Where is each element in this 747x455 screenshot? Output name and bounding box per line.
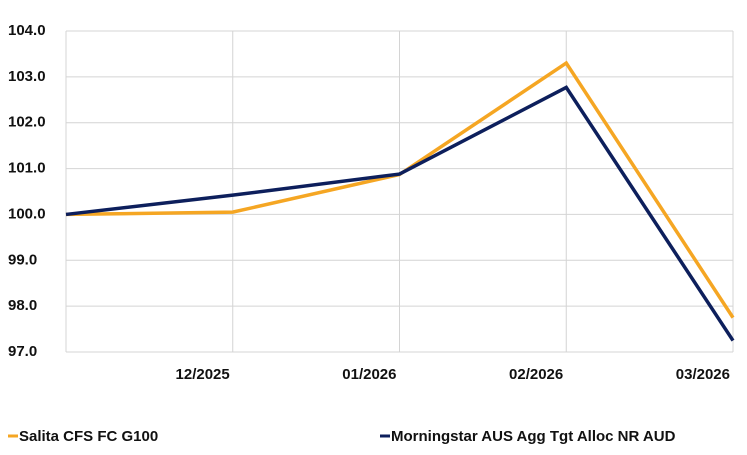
legend-label: Morningstar AUS Agg Tgt Alloc NR AUD xyxy=(391,428,676,445)
x-tick-label: 03/2026 xyxy=(676,366,730,383)
x-tick-label: 02/2026 xyxy=(509,366,563,383)
x-tick-label: 12/2025 xyxy=(176,366,230,383)
y-tick-label: 100.0 xyxy=(8,205,46,222)
y-tick-label: 99.0 xyxy=(8,251,37,268)
y-tick-label: 97.0 xyxy=(8,343,37,360)
y-tick-label: 104.0 xyxy=(8,22,46,39)
legend-label: Salita CFS FC G100 xyxy=(19,428,158,445)
y-tick-label: 98.0 xyxy=(8,297,37,314)
series-line xyxy=(65,85,735,342)
y-tick-label: 101.0 xyxy=(8,160,46,177)
y-tick-label: 103.0 xyxy=(8,68,46,85)
x-tick-label: 01/2026 xyxy=(342,366,396,383)
y-tick-label: 102.0 xyxy=(8,114,46,131)
